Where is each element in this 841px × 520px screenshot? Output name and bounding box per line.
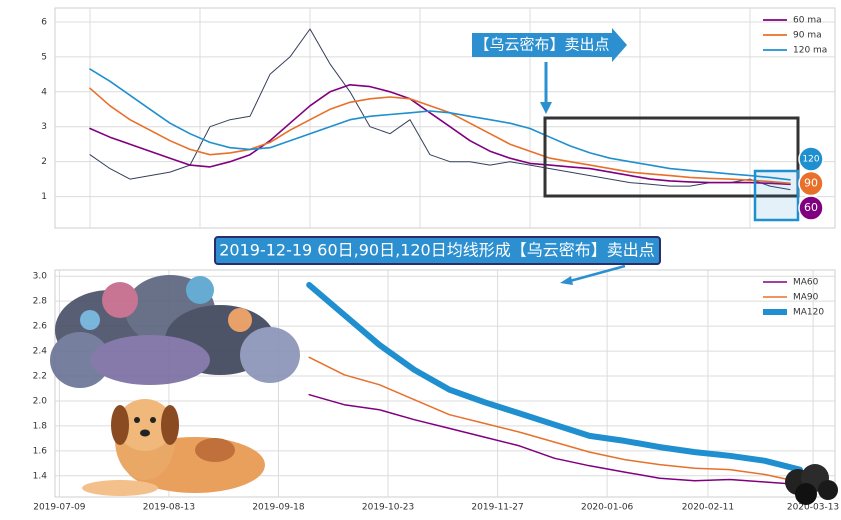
cloud-illustration: [50, 275, 300, 388]
ma-line: [89, 84, 791, 186]
arrow-head: [540, 102, 552, 114]
legend-label: 120 ma: [793, 46, 827, 56]
y-tick-label: 2.4: [33, 347, 48, 357]
x-tick-label: 2020-03-13: [787, 503, 839, 513]
storm-cloud-illustration: [785, 464, 838, 505]
end-badge-label: 120: [802, 155, 819, 165]
end-badge-label: 90: [804, 177, 818, 190]
price-line: [89, 28, 791, 191]
x-tick-label: 2019-09-18: [252, 503, 305, 513]
legend-label: 90 ma: [793, 31, 822, 41]
x-tick-label: 2019-07-09: [33, 503, 86, 513]
dog-illustration: [82, 399, 265, 496]
y-tick-label: 1: [41, 192, 47, 202]
ma-line: [89, 68, 791, 181]
x-tick-label: 2020-01-06: [581, 503, 634, 513]
arrow-shaft: [569, 264, 626, 283]
ma-line: [308, 356, 801, 483]
x-tick-label: 2019-11-27: [471, 503, 523, 513]
banner-text: 2019-12-19 60日,90日,120日均线形成【乌云密布】卖出点: [219, 241, 655, 260]
highlight-box: [543, 116, 800, 198]
legend-label: 60 ma: [793, 16, 822, 26]
legend-label: MA120: [793, 308, 824, 318]
ma-line: [306, 282, 803, 473]
y-tick-label: 2.8: [33, 297, 48, 307]
overlays: 【乌云密布】卖出点 2019-12-19 60日,90日,120日均线形成【乌云…: [214, 28, 824, 285]
y-tick-label: 5: [41, 52, 47, 62]
highlight-box-small: [753, 169, 800, 222]
y-tick-label: 1.6: [33, 446, 48, 456]
x-tick-label: 2019-10-23: [362, 503, 414, 513]
y-tick-label: 6: [41, 17, 47, 27]
end-badge-label: 60: [804, 201, 818, 214]
callout-text: 【乌云密布】卖出点: [474, 36, 609, 54]
y-tick-label: 2.2: [33, 372, 47, 382]
end-badge: [798, 195, 824, 221]
y-tick-label: 2.6: [33, 322, 48, 332]
callout-arrow: [472, 28, 627, 62]
x-tick-label: 2020-02-11: [682, 503, 734, 513]
y-tick-label: 3.0: [33, 272, 48, 282]
arrow-head: [560, 276, 573, 285]
y-tick-label: 2: [41, 157, 47, 167]
ma-line: [89, 87, 791, 185]
y-tick-label: 1.8: [33, 421, 48, 431]
banner: [214, 236, 661, 265]
y-tick-label: 4: [41, 87, 47, 97]
y-tick-label: 1.4: [33, 471, 48, 481]
x-tick-label: 2019-08-13: [143, 503, 195, 513]
legend-label: MA90: [793, 293, 819, 303]
ma-line: [308, 393, 801, 486]
legend-label: MA60: [793, 278, 819, 288]
y-tick-label: 3: [41, 122, 47, 132]
y-tick-label: 2.0: [33, 396, 48, 406]
